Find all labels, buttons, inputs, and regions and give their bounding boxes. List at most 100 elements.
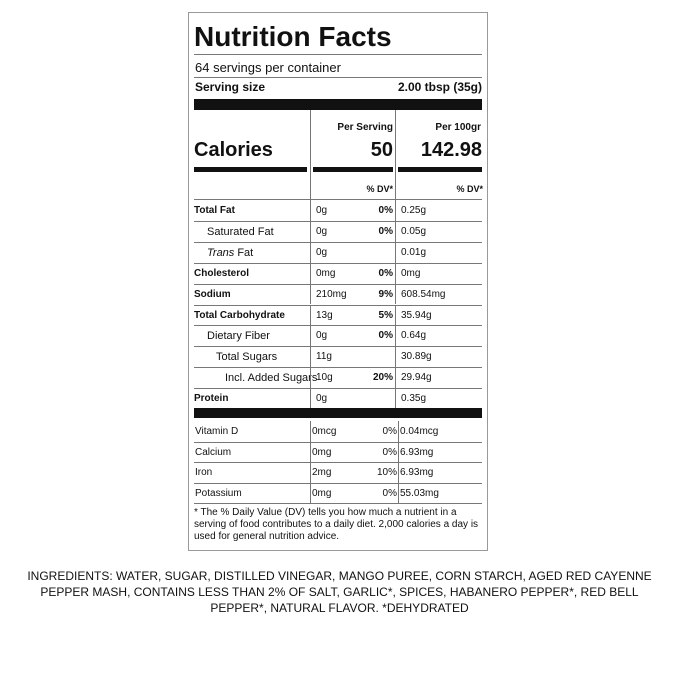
serving-size-label: Serving size [195,80,266,94]
footnote: * The % Daily Value (DV) tells you how m… [194,507,479,542]
column-rule [398,441,399,462]
column-rule [310,283,311,305]
nutrient-name: Cholesterol [194,267,250,279]
column-rule [395,220,396,242]
nutrient-name: Saturated Fat [207,225,274,238]
column-rule [395,346,396,368]
column-rule [310,346,311,368]
nutrient-amount: 0g [316,246,328,258]
column-rule [395,367,396,389]
per-100g-header: Per 100gr [435,122,481,133]
rule [194,483,482,484]
column-rule [395,241,396,263]
thick-rule [313,167,393,172]
nutrient-name: Total Fat [194,205,235,216]
nutrient-name: Dietary Fiber [207,330,270,343]
vitamin-amount: 0mg [312,446,332,458]
nutrient-per-100g: 0.35g [401,393,427,405]
nutrient-amount: 0g [316,205,328,216]
vitamin-dv: 0% [382,487,397,499]
vitamin-dv: 10% [376,467,397,478]
column-rule [395,388,396,409]
nutrient-dv: 9% [378,288,393,300]
rule [194,367,482,368]
column-rule [395,200,396,221]
thick-rule [194,408,482,418]
nutrient-per-100g: 0.64g [401,330,427,342]
rule [194,199,482,200]
nutrient-amount: 0g [316,393,328,405]
per-serving-header: Per Serving [337,122,393,133]
column-rule [398,462,399,483]
column-rule [310,241,311,263]
rule [194,442,482,443]
rule [194,388,482,389]
rule [194,462,482,463]
nutrient-name: Sodium [194,288,231,300]
nutrient-amount: 210mg [316,288,347,300]
dv-header: % DV* [456,184,483,194]
serving-size-value: 2.00 tbsp (35g) [397,80,482,94]
vitamin-per-100g: 6.93mg [400,467,434,478]
nutrient-name: Protein [194,393,229,405]
nutrient-per-100g: 0mg [401,267,421,279]
nutrient-per-100g: 0.25g [401,205,427,216]
servings: 64 servings per container [195,60,341,75]
nutrient-name: Fat [237,246,254,259]
nutrient-dv: 0% [378,205,393,216]
nutrient-name: Total Sugars [216,351,278,364]
nutrient-per-100g: 29.94g [401,372,432,384]
rule [194,263,482,264]
vitamin-per-100g: 55.03mg [400,487,439,499]
column-rule [395,283,396,305]
column-rule [398,482,399,503]
rule [194,242,482,243]
nutrient-amount: 0g [316,330,328,342]
column-rule [395,325,396,347]
column-rule [310,421,311,442]
vitamin-name: Potassium [195,487,242,499]
nutrient-dv: 0% [378,330,393,342]
calories-per-serving: 50 [370,139,393,161]
column-rule [310,220,311,242]
vitamin-dv: 0% [382,426,397,437]
thick-rule [398,167,482,172]
rule [194,221,482,222]
vitamin-amount: 0mg [312,487,332,499]
column-rule [398,421,399,442]
column-rule [310,388,311,409]
column-rule [310,304,311,326]
column-rule [310,482,311,503]
nutrient-amount: 10g [316,372,333,384]
calories-per-100g: 142.98 [420,139,482,161]
nutrient-per-100g: 0.05g [401,225,427,237]
column-rule [310,462,311,483]
rule [194,305,482,306]
column-rule [310,367,311,389]
rule [194,325,482,326]
rule [194,54,482,55]
nutrient-per-100g: 608.54mg [401,288,446,300]
thick-rule [194,167,307,172]
column-rule [395,262,396,284]
vitamin-dv: 0% [382,446,397,458]
nutrient-per-100g: 35.94g [401,309,432,321]
nutrient-dv: 0% [378,225,393,237]
column-rule [310,200,311,221]
vitamin-name: Vitamin D [195,426,239,437]
nutrient-amount: 13g [316,309,333,321]
nutrient-dv: 5% [378,309,393,321]
nutrient-amount: 11g [316,351,332,363]
column-rule [310,262,311,284]
rule [194,77,482,78]
vitamin-name: Iron [195,467,213,478]
vitamin-per-100g: 6.93mg [400,446,434,458]
rule [194,503,482,504]
nutrient-amount: 0g [316,225,328,237]
dv-header: % DV* [366,184,393,194]
title: Nutrition Facts [194,21,392,52]
column-rule [310,325,311,347]
rule [194,284,482,285]
nutrient-dv: 0% [378,267,393,279]
